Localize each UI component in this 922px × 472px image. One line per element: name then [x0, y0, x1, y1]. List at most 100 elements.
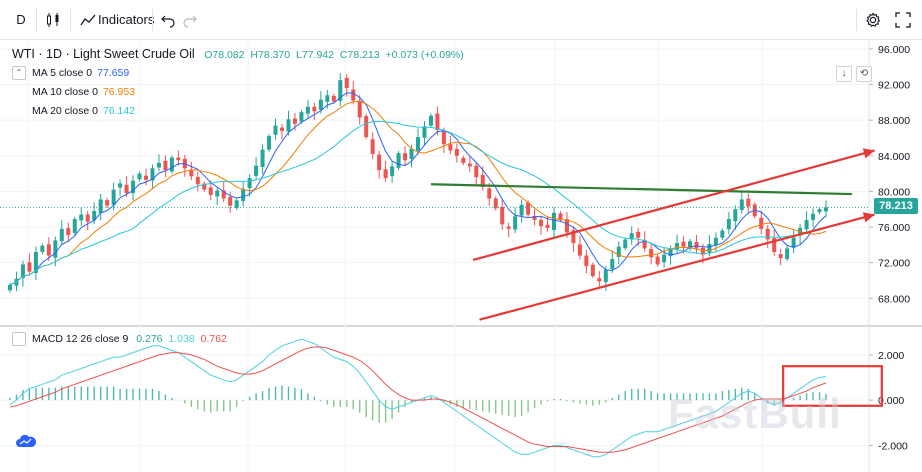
ohlc-change: +0.073 (+0.09%): [385, 49, 464, 61]
macd-histogram: [9, 385, 827, 423]
candle-body: [552, 212, 556, 231]
symbol-title: WTI · 1D · Light Sweet Crude Oil: [12, 47, 195, 61]
candle-body: [675, 243, 680, 250]
candle-body: [254, 165, 259, 176]
interval-button[interactable]: D: [16, 12, 26, 27]
settings-gear-icon[interactable]: [865, 12, 881, 28]
candle-body: [72, 219, 77, 233]
collapse-arrow-icon[interactable]: ⌃: [12, 66, 26, 81]
candle-body: [642, 239, 647, 249]
candle-body: [564, 219, 569, 233]
candle-body: [454, 149, 459, 156]
candle-body: [202, 183, 207, 190]
candle-body: [105, 200, 110, 206]
candle-body: [383, 169, 388, 179]
toolbar-divider: [70, 9, 71, 31]
candle-body: [461, 157, 466, 163]
candle-body: [526, 202, 531, 215]
candle-body: [325, 95, 330, 102]
top-toolbar: D Indicators: [0, 0, 922, 40]
candle-body: [616, 246, 621, 257]
ma5-legend[interactable]: ⌃ MA 5 close 0 77.659: [12, 65, 129, 81]
candle-body: [441, 131, 446, 145]
redo-icon[interactable]: [182, 12, 198, 28]
macd-signal-value: 0.762: [200, 333, 227, 345]
ohlc-open: O78.082: [204, 49, 245, 61]
candle-body: [649, 249, 654, 258]
y-tick-label: 80.000: [878, 186, 910, 198]
ma10-legend[interactable]: MA 10 close 0 76.953: [12, 84, 135, 100]
ma10-label: MA 10 close 0: [32, 86, 98, 98]
ohlc-high: H78.370: [250, 49, 291, 61]
candle-body: [156, 162, 161, 168]
candle-body: [597, 278, 602, 282]
ma20-value: 76.142: [102, 105, 136, 117]
ma5-label: MA 5 close 0: [32, 67, 93, 79]
indicators-icon[interactable]: [80, 12, 96, 28]
y-tick-label: 84.000: [878, 151, 910, 163]
candle-body: [811, 213, 816, 220]
candle-body: [668, 249, 673, 257]
candle-body: [331, 95, 336, 102]
candle-body: [513, 216, 518, 230]
reset-view-button[interactable]: ⟲: [856, 66, 872, 82]
collapse-icon[interactable]: [12, 332, 26, 347]
indicators-button[interactable]: Indicators: [98, 12, 155, 27]
candle-body: [778, 254, 783, 259]
candle-body: [416, 137, 420, 151]
candle-body: [27, 262, 32, 272]
candle-body: [118, 183, 123, 188]
channel-lower-line: [479, 213, 875, 321]
cloud-logo-icon[interactable]: [15, 433, 37, 449]
candle-body: [53, 240, 58, 258]
macd-y-tick-label: 2.000: [878, 350, 904, 362]
candle-body: [765, 228, 770, 240]
price-chart[interactable]: 96.000 92.000 88.000 84.000 80.000 76.000 72.0…: [0, 40, 922, 472]
macd-signal-line: [9, 346, 827, 453]
y-tick-label: 88.000: [878, 115, 910, 127]
candle-body: [791, 237, 796, 248]
candle-body: [124, 184, 129, 194]
candle-body: [584, 255, 589, 267]
ma20-legend[interactable]: MA 20 close 0 76.142: [12, 103, 135, 119]
candle-body: [590, 264, 595, 277]
candle-body: [305, 106, 310, 114]
candle-body: [480, 175, 485, 187]
candle-body: [396, 153, 401, 168]
candle-body: [344, 77, 349, 89]
candle-body: [500, 206, 505, 225]
candle-body: [746, 198, 751, 207]
candle-body: [79, 214, 84, 221]
candle-body: [228, 197, 233, 206]
macd-hist-value: 0.276: [136, 333, 163, 345]
candle-body: [726, 219, 731, 230]
candle-body: [267, 136, 272, 150]
candle-body: [273, 125, 278, 135]
channel-upper-line: [472, 149, 875, 262]
candle-body: [571, 230, 576, 244]
candle-body: [176, 157, 181, 161]
candle-body: [351, 89, 356, 101]
candle-body: [208, 187, 213, 195]
watermark: FastBull: [668, 390, 842, 437]
ohlc-low: L77.942: [296, 49, 334, 61]
candle-body: [629, 233, 634, 240]
candle-body: [40, 245, 45, 252]
candle-body: [422, 126, 427, 138]
ma10-value: 76.953: [102, 86, 136, 98]
candle-body: [20, 264, 25, 278]
candle-body: [377, 154, 382, 171]
macd-legend[interactable]: MACD 12 26 close 9 0.276 1.038 0.762: [12, 331, 227, 347]
scroll-down-button[interactable]: ↓: [836, 66, 852, 82]
candle-body: [59, 228, 64, 242]
candle-body: [713, 237, 718, 246]
channel-upper-arrowhead: [862, 148, 875, 159]
fullscreen-icon[interactable]: [895, 12, 911, 28]
candles-icon[interactable]: [45, 12, 61, 28]
last-price-badge: 78.213: [874, 198, 918, 214]
undo-icon[interactable]: [160, 12, 176, 28]
candle-body: [474, 165, 479, 178]
candle-body: [299, 112, 304, 122]
candle-body: [92, 211, 97, 221]
macd-y-tick-label: 0.000: [878, 395, 904, 407]
